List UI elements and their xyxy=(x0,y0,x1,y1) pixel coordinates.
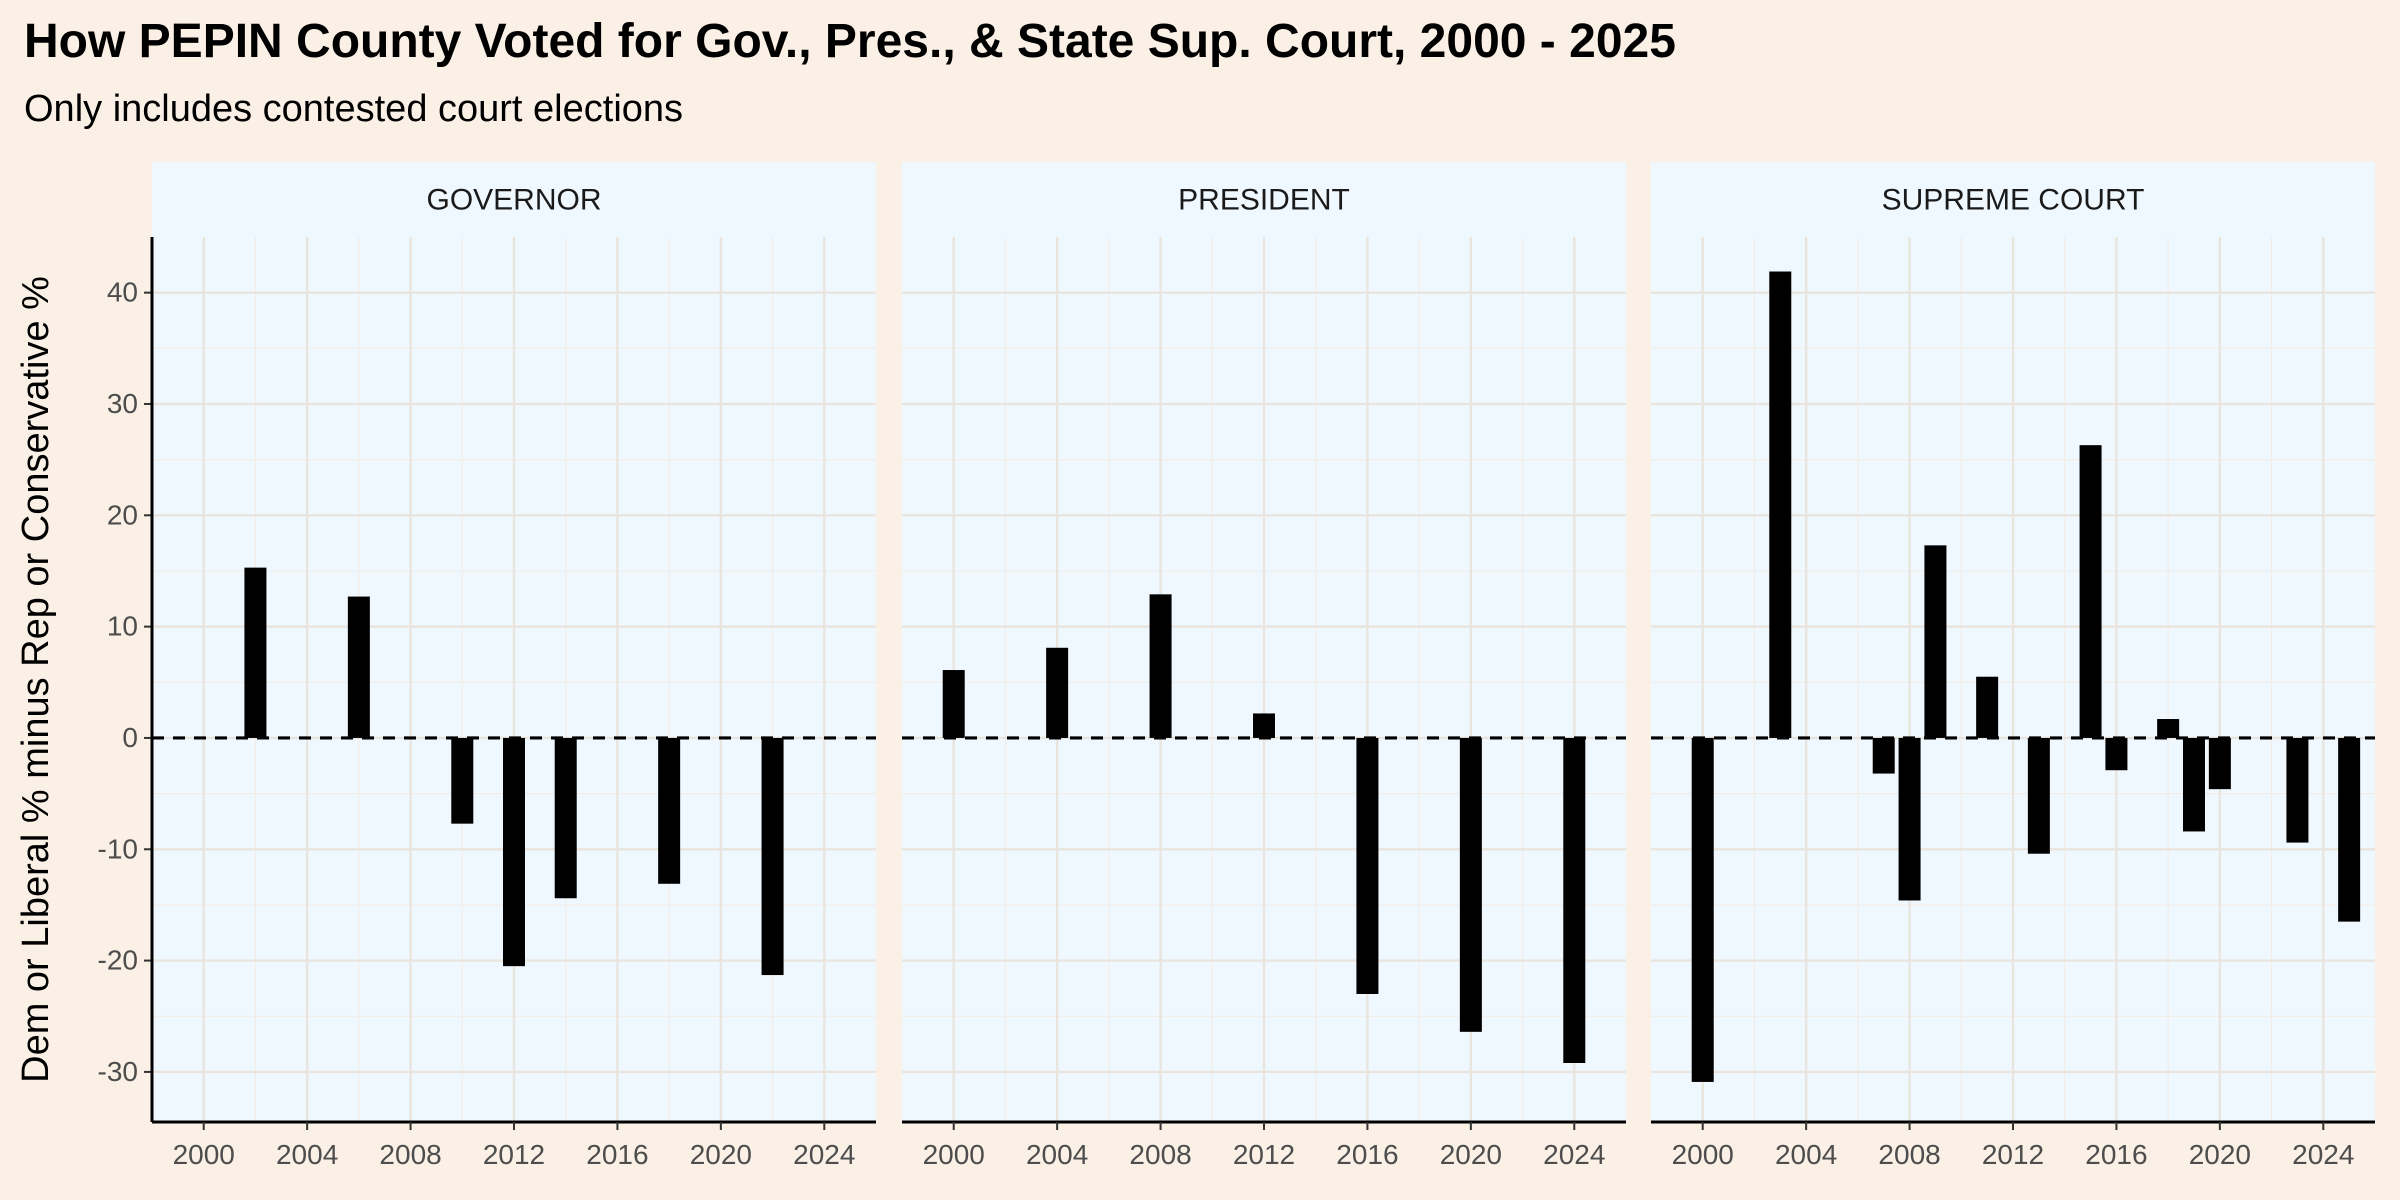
facet-strip xyxy=(902,162,1626,237)
x-tick-label: 2004 xyxy=(1026,1139,1088,1170)
x-tick-label: 2024 xyxy=(2292,1139,2354,1170)
bar xyxy=(1563,737,1586,1063)
chart-title: How PEPIN County Voted for Gov., Pres., … xyxy=(24,15,1676,68)
bar xyxy=(2079,445,2102,738)
x-tick-label: 2008 xyxy=(1129,1139,1191,1170)
bar xyxy=(2157,719,2180,738)
x-tick-label: 2012 xyxy=(1233,1139,1295,1170)
bar xyxy=(1149,594,1172,738)
bar xyxy=(1976,676,1999,738)
bar xyxy=(2183,737,2205,832)
x-tick-label: 2020 xyxy=(690,1139,752,1170)
bar xyxy=(1356,737,1379,994)
bar xyxy=(1898,737,1921,901)
bar xyxy=(451,737,474,824)
bar xyxy=(244,567,267,738)
x-tick-label: 2000 xyxy=(173,1139,235,1170)
bar xyxy=(658,737,681,884)
x-tick-label: 2020 xyxy=(1440,1139,1502,1170)
y-tick-label: 10 xyxy=(107,611,138,642)
x-tick-label: 2012 xyxy=(483,1139,545,1170)
bar xyxy=(503,737,525,967)
x-tick-label: 2024 xyxy=(1543,1139,1605,1170)
bar xyxy=(2338,737,2361,922)
bar xyxy=(1872,737,1895,774)
x-tick-label: 2008 xyxy=(1878,1139,1940,1170)
bar xyxy=(1253,713,1275,738)
x-tick-label: 2004 xyxy=(276,1139,338,1170)
x-tick-label: 2004 xyxy=(1775,1139,1837,1170)
bar xyxy=(2027,737,2050,854)
facet-strip xyxy=(1651,162,2375,237)
y-tick-label: -20 xyxy=(98,945,138,976)
y-tick-label: 0 xyxy=(122,722,138,753)
bar xyxy=(942,670,965,738)
x-tick-label: 2016 xyxy=(1336,1139,1398,1170)
x-tick-label: 2020 xyxy=(2189,1139,2251,1170)
y-tick-label: 30 xyxy=(107,388,138,419)
bar xyxy=(2208,737,2231,790)
bar xyxy=(347,596,370,738)
bar xyxy=(1046,647,1069,738)
y-tick-label: 40 xyxy=(107,277,138,308)
x-tick-label: 2008 xyxy=(379,1139,441,1170)
y-tick-label: -30 xyxy=(98,1056,138,1087)
bar xyxy=(761,737,784,976)
x-tick-label: 2012 xyxy=(1982,1139,2044,1170)
bar xyxy=(2105,737,2128,771)
chart-subtitle: Only includes contested court elections xyxy=(24,88,684,130)
facet-strip xyxy=(152,162,876,237)
y-tick-label: -10 xyxy=(98,833,138,864)
bar xyxy=(1691,737,1714,1082)
bar xyxy=(1769,271,1792,738)
bar xyxy=(554,737,577,899)
bar xyxy=(2286,737,2309,843)
y-axis-title: Dem or Liberal % minus Rep or Conservati… xyxy=(15,276,57,1083)
bar xyxy=(1459,737,1482,1032)
x-tick-label: 2016 xyxy=(586,1139,648,1170)
facet-label: GOVERNOR xyxy=(426,184,601,217)
x-tick-label: 2000 xyxy=(923,1139,985,1170)
x-tick-label: 2000 xyxy=(1672,1139,1734,1170)
x-tick-label: 2024 xyxy=(793,1139,855,1170)
x-tick-label: 2016 xyxy=(2085,1139,2147,1170)
y-tick-label: 20 xyxy=(107,499,138,530)
facet-label: SUPREME COURT xyxy=(1882,184,2145,217)
bar xyxy=(1924,545,1947,738)
facet-label: PRESIDENT xyxy=(1178,184,1350,217)
